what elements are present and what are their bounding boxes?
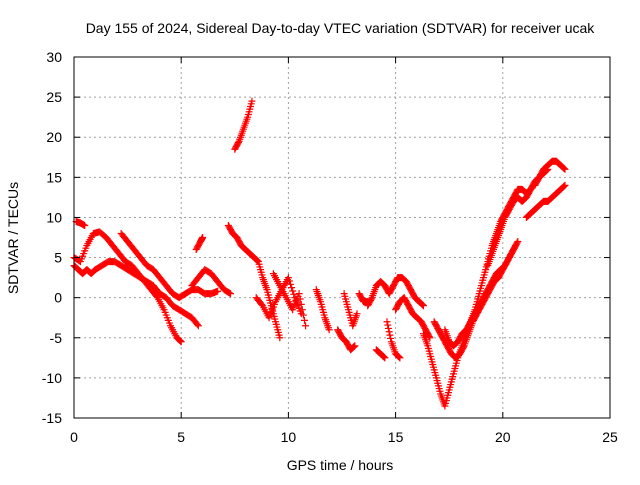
x-tick-label: 10 xyxy=(281,429,297,445)
data-point xyxy=(253,256,261,264)
data-point xyxy=(353,310,361,318)
data-point xyxy=(285,277,293,285)
data-point xyxy=(302,322,310,330)
data-point xyxy=(177,338,185,346)
x-tick-label: 0 xyxy=(70,429,78,445)
data-point xyxy=(385,328,393,336)
data-point xyxy=(544,165,552,173)
data-point xyxy=(383,318,391,326)
data-point xyxy=(193,320,201,328)
data-point xyxy=(299,311,307,319)
data-point xyxy=(350,342,358,350)
data-point xyxy=(276,334,284,342)
data-point xyxy=(284,274,292,282)
data-point xyxy=(234,139,242,147)
data-point xyxy=(384,324,392,332)
y-axis-label: SDTVAR / TECUs xyxy=(5,182,21,294)
data-point xyxy=(560,183,568,191)
data-point xyxy=(387,334,395,342)
data-point xyxy=(351,342,359,350)
data-point xyxy=(199,234,207,241)
data-point xyxy=(325,326,333,334)
data-point xyxy=(289,287,297,295)
data-point xyxy=(527,185,535,193)
data-point xyxy=(225,289,233,297)
data-point xyxy=(367,295,375,303)
data-point xyxy=(214,287,222,295)
y-tick-label: 20 xyxy=(46,129,62,145)
data-point xyxy=(560,165,568,173)
data-point xyxy=(425,332,433,340)
data-layer xyxy=(70,97,569,410)
data-point xyxy=(297,300,305,308)
data-point xyxy=(395,353,403,361)
x-tick-label: 15 xyxy=(388,429,404,445)
data-point xyxy=(561,165,569,173)
chart-title: Day 155 of 2024, Sidereal Day-to-day VTE… xyxy=(86,20,596,36)
data-point xyxy=(419,302,427,310)
x-tick-label: 25 xyxy=(602,429,618,445)
data-point xyxy=(459,343,467,351)
data-point xyxy=(295,290,303,298)
data-point xyxy=(514,238,522,246)
data-point xyxy=(227,290,235,298)
data-point xyxy=(396,354,404,362)
data-point xyxy=(81,221,89,229)
y-tick-label: 5 xyxy=(54,250,62,266)
y-tick-label: 0 xyxy=(54,290,62,306)
data-point xyxy=(386,331,394,339)
tick-layer: 0 5 10 15 20 25 -15 -10 -5 0 5 10 15 20 25 30 xyxy=(42,49,618,445)
x-tick-label: 5 xyxy=(177,429,185,445)
y-tick-label: -15 xyxy=(42,410,62,426)
data-point xyxy=(176,336,184,344)
data-point xyxy=(418,300,426,308)
data-point xyxy=(394,352,402,360)
data-point xyxy=(419,301,427,309)
data-point xyxy=(248,97,256,105)
data-point xyxy=(254,257,262,265)
y-tick-label: -10 xyxy=(42,370,62,386)
x-tick-label: 20 xyxy=(495,429,511,445)
data-point xyxy=(560,164,568,172)
data-point xyxy=(384,321,392,329)
data-point xyxy=(379,352,387,360)
y-tick-label: -5 xyxy=(50,330,63,346)
data-point xyxy=(381,354,389,362)
data-point xyxy=(176,337,184,345)
data-point xyxy=(543,166,551,174)
y-tick-label: 10 xyxy=(46,209,62,225)
data-point xyxy=(349,343,357,351)
data-point xyxy=(296,295,304,303)
data-point xyxy=(526,187,534,195)
data-point xyxy=(560,182,568,190)
x-axis-label: GPS time / hours xyxy=(287,457,394,473)
data-point xyxy=(561,181,569,189)
y-tick-label: 25 xyxy=(46,89,62,105)
data-point xyxy=(287,280,295,288)
y-tick-label: 15 xyxy=(46,169,62,185)
data-point xyxy=(290,290,298,298)
data-point xyxy=(194,322,202,330)
plot-frame xyxy=(73,56,611,419)
data-point xyxy=(380,353,388,361)
data-point xyxy=(542,167,550,175)
data-point xyxy=(288,284,296,292)
data-point xyxy=(300,316,308,324)
grid-layer xyxy=(74,57,610,418)
data-point xyxy=(513,239,521,247)
data-point xyxy=(298,306,306,314)
y-tick-label: 30 xyxy=(46,49,62,65)
